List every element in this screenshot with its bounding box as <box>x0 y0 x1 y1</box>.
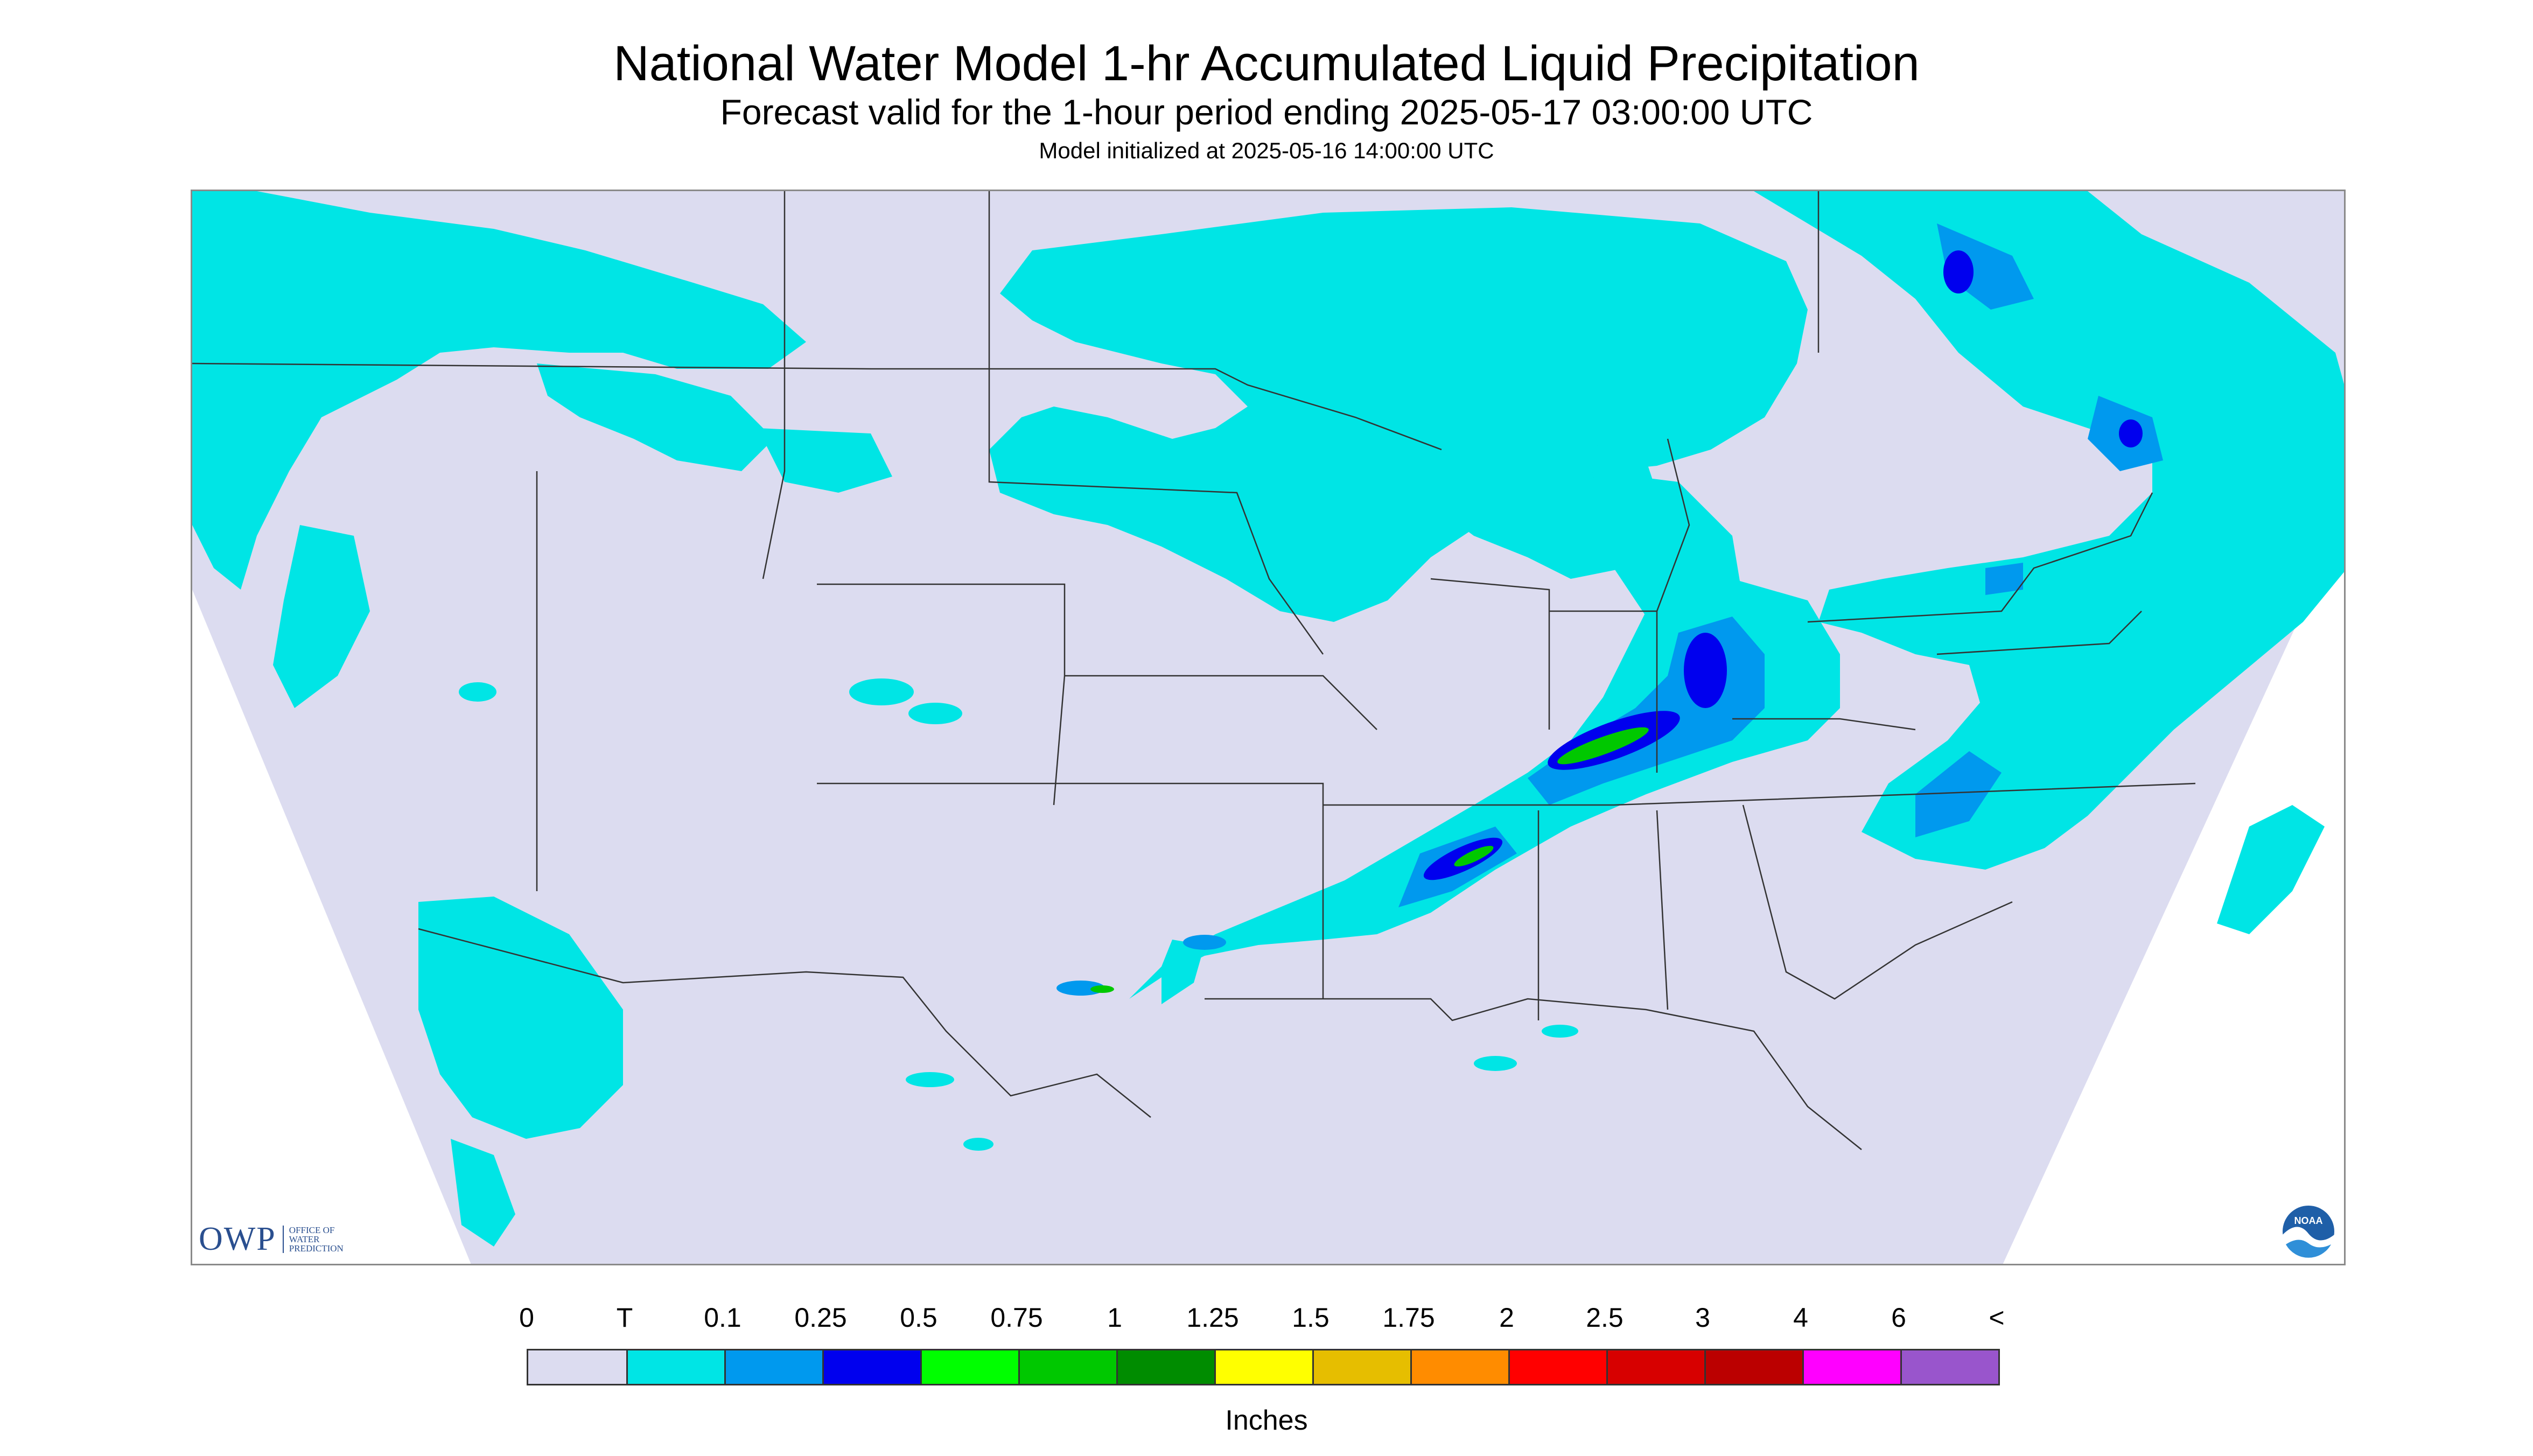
legend-swatch <box>1410 1350 1508 1384</box>
legend-tick-label: 1.25 <box>1186 1303 1239 1333</box>
legend-swatch <box>1116 1350 1214 1384</box>
legend-tick-label: 0.1 <box>704 1303 741 1333</box>
owp-logo: OWP Office of Water Prediction <box>199 1220 365 1258</box>
legend-tick-label: 1.75 <box>1382 1303 1435 1333</box>
political-boundaries <box>192 191 2196 1150</box>
legend-swatch <box>1606 1350 1704 1384</box>
legend-tick-label: 1.5 <box>1292 1303 1330 1333</box>
legend-swatch <box>1900 1350 1998 1384</box>
map-canvas: NOAA <box>192 191 2344 1264</box>
noaa-logo: NOAA <box>2283 1206 2334 1261</box>
legend-swatch <box>1018 1350 1116 1384</box>
legend-tick-label: 0.5 <box>900 1303 937 1333</box>
legend-swatch <box>822 1350 920 1384</box>
legend-units-label: Inches <box>1225 1405 1308 1436</box>
legend-tick-label: 1 <box>1107 1303 1122 1333</box>
legend-swatch <box>528 1350 626 1384</box>
legend-tick-label: 0.25 <box>794 1303 847 1333</box>
noaa-logo-text: NOAA <box>2294 1215 2323 1226</box>
legend-tick-label: 0 <box>519 1303 534 1333</box>
legend-swatch <box>1214 1350 1312 1384</box>
legend-tick-label: 2 <box>1499 1303 1514 1333</box>
legend-swatch <box>1312 1350 1410 1384</box>
legend-tick-label: 4 <box>1793 1303 1808 1333</box>
legend-swatch <box>1508 1350 1606 1384</box>
legend-tick-label: 6 <box>1891 1303 1906 1333</box>
legend-tick-label: 3 <box>1695 1303 1710 1333</box>
legend-color-bar <box>527 1349 2000 1385</box>
model-init-caption: Model initialized at 2025-05-16 14:00:00… <box>1039 138 1494 163</box>
owp-logo-mark: OWP <box>199 1221 276 1257</box>
very-heavy-precip-layer <box>1090 727 1649 993</box>
legend-swatch <box>920 1350 1018 1384</box>
legend-tick-label: 2.5 <box>1586 1303 1624 1333</box>
legend-tick-label: T <box>616 1303 633 1333</box>
precipitation-map: NOAA OWP Office of Water Prediction <box>191 190 2346 1265</box>
legend-swatch <box>724 1350 822 1384</box>
legend-swatch <box>626 1350 724 1384</box>
forecast-valid-subtitle: Forecast valid for the 1-hour period end… <box>720 92 1813 132</box>
map-title: National Water Model 1-hr Accumulated Li… <box>613 36 1920 91</box>
owp-logo-subtext: Office of Water Prediction <box>282 1226 365 1253</box>
legend-tick-label: < <box>1989 1303 2005 1333</box>
legend-swatch <box>1802 1350 1900 1384</box>
legend-tick-labels: 0 T 0.1 0.25 0.5 0.75 1 1.25 1.5 1.75 2 2.5 3 4 6 < <box>0 1302 2533 1340</box>
legend-tick-label: 0.75 <box>990 1303 1043 1333</box>
legend-swatch <box>1704 1350 1802 1384</box>
